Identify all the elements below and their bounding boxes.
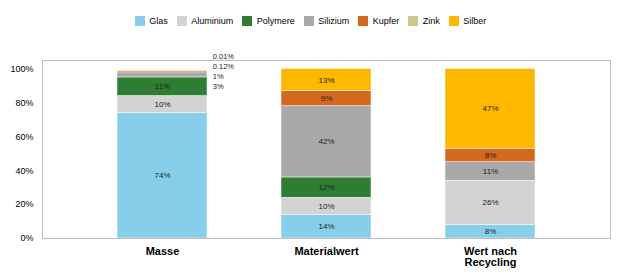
svg-text:100%: 100% [10, 63, 33, 73]
svg-text:Wert nachRecycling: Wert nachRecycling [464, 245, 517, 268]
html-text:Silizium: Silizium [318, 15, 350, 26]
html-text:Zink: Zink [422, 15, 440, 26]
svg-text:10%: 10% [154, 100, 170, 109]
html-text:Silber: Silber [463, 15, 487, 26]
svg-text:40%: 40% [15, 165, 33, 175]
html-text:Polymere: Polymere [256, 15, 295, 26]
svg-text:13%: 13% [318, 75, 334, 84]
svg-text:0.12%: 0.12% [213, 62, 235, 71]
svg-text:0%: 0% [20, 233, 33, 243]
svg-text:20%: 20% [15, 199, 33, 209]
html-text:Kupfer: Kupfer [372, 15, 400, 26]
svg-text:47%: 47% [482, 104, 498, 113]
svg-text:60%: 60% [15, 131, 33, 141]
html-text:Glas: Glas [149, 15, 168, 26]
svg-text:14%: 14% [318, 222, 334, 231]
svg-text:11%: 11% [483, 167, 498, 176]
svg-text:26%: 26% [482, 198, 498, 207]
svg-text:3%: 3% [213, 82, 224, 91]
svg-text:9%: 9% [321, 94, 333, 103]
svg-text:8%: 8% [485, 150, 497, 159]
svg-text:8%: 8% [485, 227, 497, 236]
svg-text:80%: 80% [15, 97, 33, 107]
svg-text:12%: 12% [318, 183, 334, 192]
svg-text:42%: 42% [318, 137, 334, 146]
svg-text:Materialwert: Materialwert [294, 245, 359, 257]
svg-text:74%: 74% [154, 171, 170, 180]
svg-text:0.01%: 0.01% [213, 52, 235, 61]
svg-text:11%: 11% [155, 82, 170, 91]
svg-text:1%: 1% [213, 72, 224, 81]
svg-text:Masse: Masse [146, 245, 180, 257]
svg-text:10%: 10% [318, 201, 334, 210]
html-text:Aluminium: Aluminium [191, 15, 234, 26]
